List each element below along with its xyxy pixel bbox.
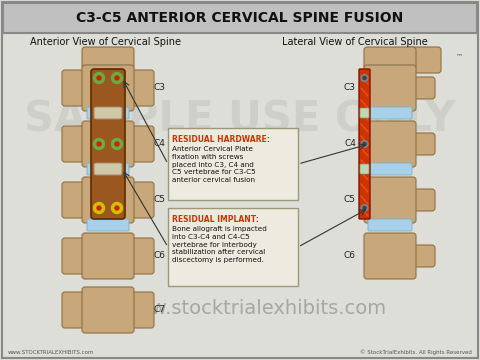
- Text: Bone allograft is impacted
into C3-C4 and C4-C5
vertebrae for interbody
stabiliz: Bone allograft is impacted into C3-C4 an…: [172, 226, 267, 263]
- FancyBboxPatch shape: [87, 219, 129, 231]
- Circle shape: [97, 76, 101, 80]
- FancyBboxPatch shape: [128, 182, 154, 218]
- FancyBboxPatch shape: [368, 65, 412, 77]
- Text: C6: C6: [154, 252, 166, 261]
- FancyBboxPatch shape: [128, 238, 154, 274]
- FancyBboxPatch shape: [368, 219, 412, 231]
- FancyBboxPatch shape: [360, 164, 369, 174]
- Text: RESIDUAL HARDWARE:: RESIDUAL HARDWARE:: [172, 135, 270, 144]
- FancyBboxPatch shape: [407, 245, 435, 267]
- Text: RESIDUAL IMPLANT:: RESIDUAL IMPLANT:: [172, 215, 259, 224]
- Circle shape: [111, 139, 122, 149]
- Circle shape: [363, 143, 366, 145]
- FancyBboxPatch shape: [82, 233, 134, 279]
- Text: C4: C4: [154, 139, 166, 148]
- FancyBboxPatch shape: [128, 292, 154, 328]
- Text: C3: C3: [344, 84, 356, 93]
- FancyBboxPatch shape: [62, 292, 88, 328]
- FancyBboxPatch shape: [87, 107, 129, 119]
- FancyBboxPatch shape: [364, 65, 416, 111]
- Circle shape: [115, 206, 119, 210]
- Circle shape: [363, 207, 366, 210]
- Circle shape: [94, 139, 105, 149]
- Text: C3-C5 ANTERIOR CERVICAL SPINE FUSION: C3-C5 ANTERIOR CERVICAL SPINE FUSION: [76, 11, 404, 25]
- FancyBboxPatch shape: [82, 287, 134, 333]
- FancyBboxPatch shape: [364, 233, 416, 279]
- FancyBboxPatch shape: [62, 182, 88, 218]
- Text: Anterior View of Cervical Spine: Anterior View of Cervical Spine: [29, 37, 180, 47]
- FancyBboxPatch shape: [128, 70, 154, 106]
- FancyBboxPatch shape: [359, 69, 370, 219]
- Circle shape: [363, 77, 366, 80]
- FancyBboxPatch shape: [360, 108, 369, 118]
- Text: C6: C6: [344, 252, 356, 261]
- Circle shape: [97, 142, 101, 146]
- FancyBboxPatch shape: [3, 3, 477, 33]
- Circle shape: [94, 202, 105, 213]
- FancyBboxPatch shape: [94, 107, 122, 119]
- FancyBboxPatch shape: [407, 47, 441, 73]
- Text: www.STOCKTRIALEXHIBITS.com: www.STOCKTRIALEXHIBITS.com: [8, 350, 95, 355]
- Text: C7: C7: [154, 306, 166, 315]
- FancyBboxPatch shape: [82, 65, 134, 111]
- Circle shape: [361, 140, 368, 148]
- Circle shape: [115, 76, 119, 80]
- FancyBboxPatch shape: [82, 121, 134, 167]
- Text: C3: C3: [154, 84, 166, 93]
- FancyBboxPatch shape: [168, 128, 298, 200]
- FancyBboxPatch shape: [407, 77, 435, 99]
- FancyBboxPatch shape: [87, 163, 129, 175]
- FancyBboxPatch shape: [168, 208, 298, 286]
- FancyBboxPatch shape: [87, 65, 129, 77]
- FancyBboxPatch shape: [368, 107, 412, 119]
- Text: C5: C5: [154, 195, 166, 204]
- FancyBboxPatch shape: [364, 121, 416, 167]
- FancyBboxPatch shape: [364, 47, 416, 69]
- FancyBboxPatch shape: [368, 163, 412, 175]
- FancyBboxPatch shape: [82, 177, 134, 223]
- FancyBboxPatch shape: [364, 177, 416, 223]
- Circle shape: [97, 206, 101, 210]
- Circle shape: [361, 204, 368, 211]
- Text: SAMPLE USE ONLY: SAMPLE USE ONLY: [24, 99, 456, 141]
- FancyBboxPatch shape: [62, 126, 88, 162]
- Circle shape: [111, 202, 122, 213]
- FancyBboxPatch shape: [407, 133, 435, 155]
- FancyBboxPatch shape: [62, 238, 88, 274]
- Circle shape: [94, 72, 105, 84]
- Text: Lateral View of Cervical Spine: Lateral View of Cervical Spine: [282, 37, 428, 47]
- FancyBboxPatch shape: [94, 163, 122, 175]
- Text: C5: C5: [344, 195, 356, 204]
- FancyBboxPatch shape: [407, 189, 435, 211]
- Circle shape: [115, 142, 119, 146]
- Circle shape: [111, 72, 122, 84]
- Text: C4: C4: [344, 139, 356, 148]
- Text: ™: ™: [456, 53, 463, 59]
- Text: © StockTrialExhibits. All Rights Reserved: © StockTrialExhibits. All Rights Reserve…: [360, 349, 472, 355]
- FancyBboxPatch shape: [62, 70, 88, 106]
- Circle shape: [361, 75, 368, 81]
- FancyBboxPatch shape: [91, 69, 125, 219]
- FancyBboxPatch shape: [128, 126, 154, 162]
- FancyBboxPatch shape: [82, 47, 134, 69]
- Text: © www.stocktrialexhibits.com: © www.stocktrialexhibits.com: [94, 298, 386, 318]
- Text: Anterior Cervical Plate
fixation with screws
placed into C3, C4 and
C5 vertebrae: Anterior Cervical Plate fixation with sc…: [172, 146, 256, 183]
